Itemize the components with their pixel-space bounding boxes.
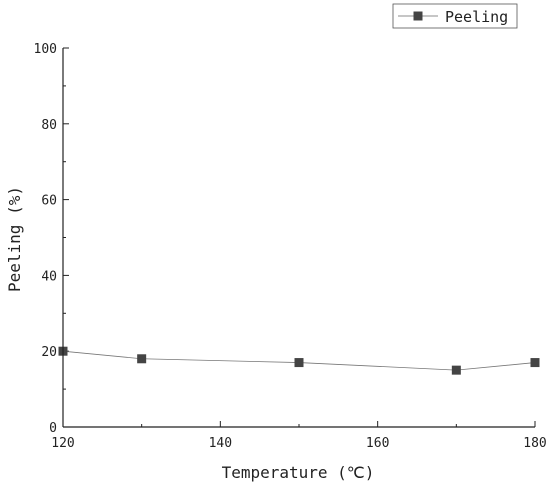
series bbox=[58, 346, 540, 375]
x-tick-label: 160 bbox=[366, 436, 389, 451]
legend-label: Peeling bbox=[445, 8, 508, 26]
y-tick-label: 40 bbox=[41, 269, 57, 284]
y-axis-title: Peeling (%) bbox=[5, 186, 24, 292]
x-tick-label: 120 bbox=[51, 436, 74, 451]
y-tick-label: 60 bbox=[41, 194, 57, 209]
y-axis-ticks: 0 20 40 60 80 100 bbox=[34, 42, 69, 436]
data-point-marker bbox=[530, 358, 540, 368]
y-tick-label: 100 bbox=[34, 42, 57, 57]
x-tick-label: 140 bbox=[209, 436, 232, 451]
legend-marker-icon bbox=[413, 11, 423, 21]
legend: Peeling bbox=[392, 3, 518, 29]
data-point-marker bbox=[137, 354, 147, 364]
y-tick-label: 80 bbox=[41, 118, 57, 133]
x-axis-title: Temperature (℃) bbox=[222, 463, 375, 482]
data-point-marker bbox=[451, 365, 461, 375]
y-tick-label: 20 bbox=[41, 345, 57, 360]
x-axis-ticks: 120 140 160 180 bbox=[51, 421, 547, 451]
data-point-marker bbox=[294, 358, 304, 368]
y-tick-label: 0 bbox=[49, 421, 57, 436]
x-tick-label: 180 bbox=[523, 436, 546, 451]
